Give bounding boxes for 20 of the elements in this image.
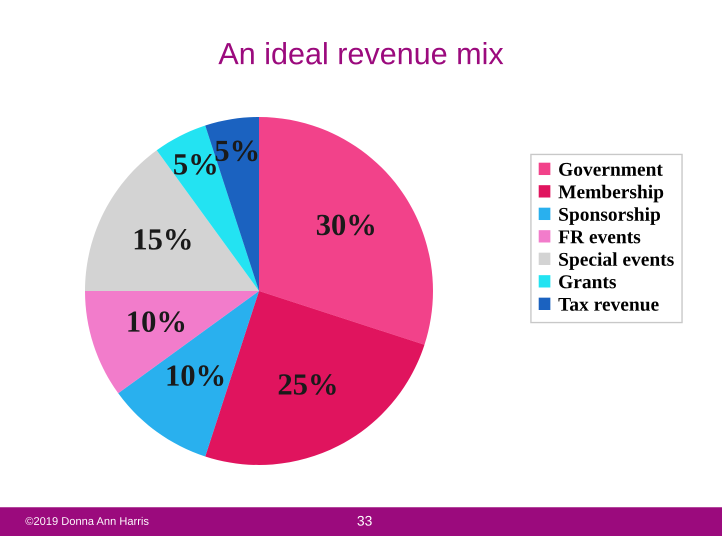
data-label: 10%	[128, 311, 184, 332]
legend-label: FR events	[558, 230, 640, 244]
pie-slice	[118, 291, 259, 456]
data-label: 30%	[316, 214, 374, 236]
data-label: 25%	[278, 374, 336, 395]
text: ©2019 Donna Ann Harris	[25, 516, 149, 525]
legend-label: Government	[559, 162, 663, 176]
legend-label: Grants	[559, 275, 616, 288]
legend-label: Membership	[558, 184, 664, 202]
pie-slice	[85, 291, 259, 394]
data-label: 15%	[134, 229, 191, 250]
text: 33	[357, 516, 372, 526]
legend-label: Special events	[559, 252, 674, 270]
legend-label: Tax revenue	[558, 298, 659, 311]
data-label: 10%	[167, 365, 224, 386]
pie-slice	[259, 117, 433, 345]
legend-label: Sponsorship	[559, 207, 660, 225]
data-label: 5%	[174, 154, 216, 175]
data-label: 5%	[216, 140, 258, 162]
chart-title: An ideal revenue mix	[218, 42, 504, 64]
